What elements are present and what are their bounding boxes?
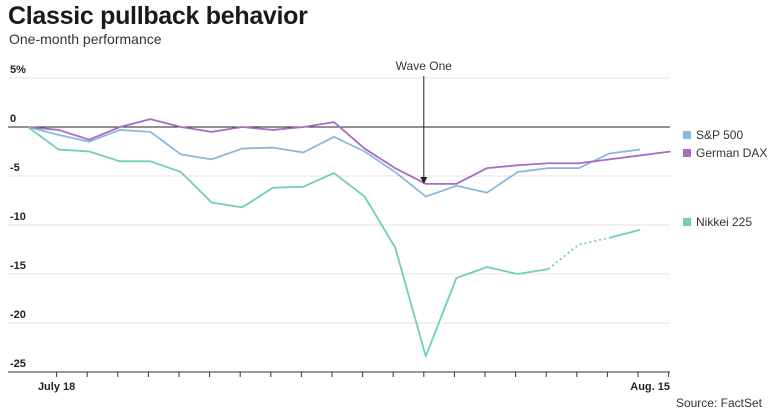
wave-one-annotation: Wave One [396, 59, 453, 184]
legend-label: German DAX [696, 146, 767, 160]
y-tick-label: -10 [10, 211, 26, 223]
series-line-segment [609, 229, 641, 239]
legend-swatch [683, 131, 691, 139]
series-line-2 [27, 126, 549, 358]
y-axis-ticks: 5% 0 -5 -10 -15 -20 -25 [10, 64, 26, 370]
chart-title: Classic pullback behavior [8, 2, 308, 30]
annotation-label: Wave One [396, 59, 453, 73]
legend-label: S&P 500 [696, 128, 743, 142]
series-line-dotted-segment [547, 236, 610, 270]
legend-label: Nikkei 225 [696, 215, 752, 229]
source-note: Source: FactSet [675, 396, 762, 410]
y-tick-label: -20 [10, 309, 26, 321]
y-tick-label: -15 [10, 260, 26, 272]
x-tick-label: Aug. 15 [630, 381, 670, 393]
legend-swatch [683, 218, 691, 226]
legend-swatch [683, 149, 691, 157]
series-line-1 [27, 118, 671, 185]
y-tick-label: -5 [10, 162, 20, 174]
series-line-0 [27, 126, 641, 198]
chart-subtitle: One-month performance [9, 31, 162, 47]
gridlines [8, 77, 670, 324]
annotation-arrowhead [420, 177, 428, 184]
series-lines [27, 118, 671, 358]
y-tick-label: 0 [10, 113, 16, 125]
x-tick-label: July 18 [38, 381, 75, 393]
x-axis: July 18 Aug. 15 [8, 371, 670, 393]
y-tick-label: -25 [10, 358, 26, 370]
y-tick-label: 5% [10, 64, 26, 76]
legend: S&P 500 German DAX Nikkei 225 [683, 128, 767, 229]
